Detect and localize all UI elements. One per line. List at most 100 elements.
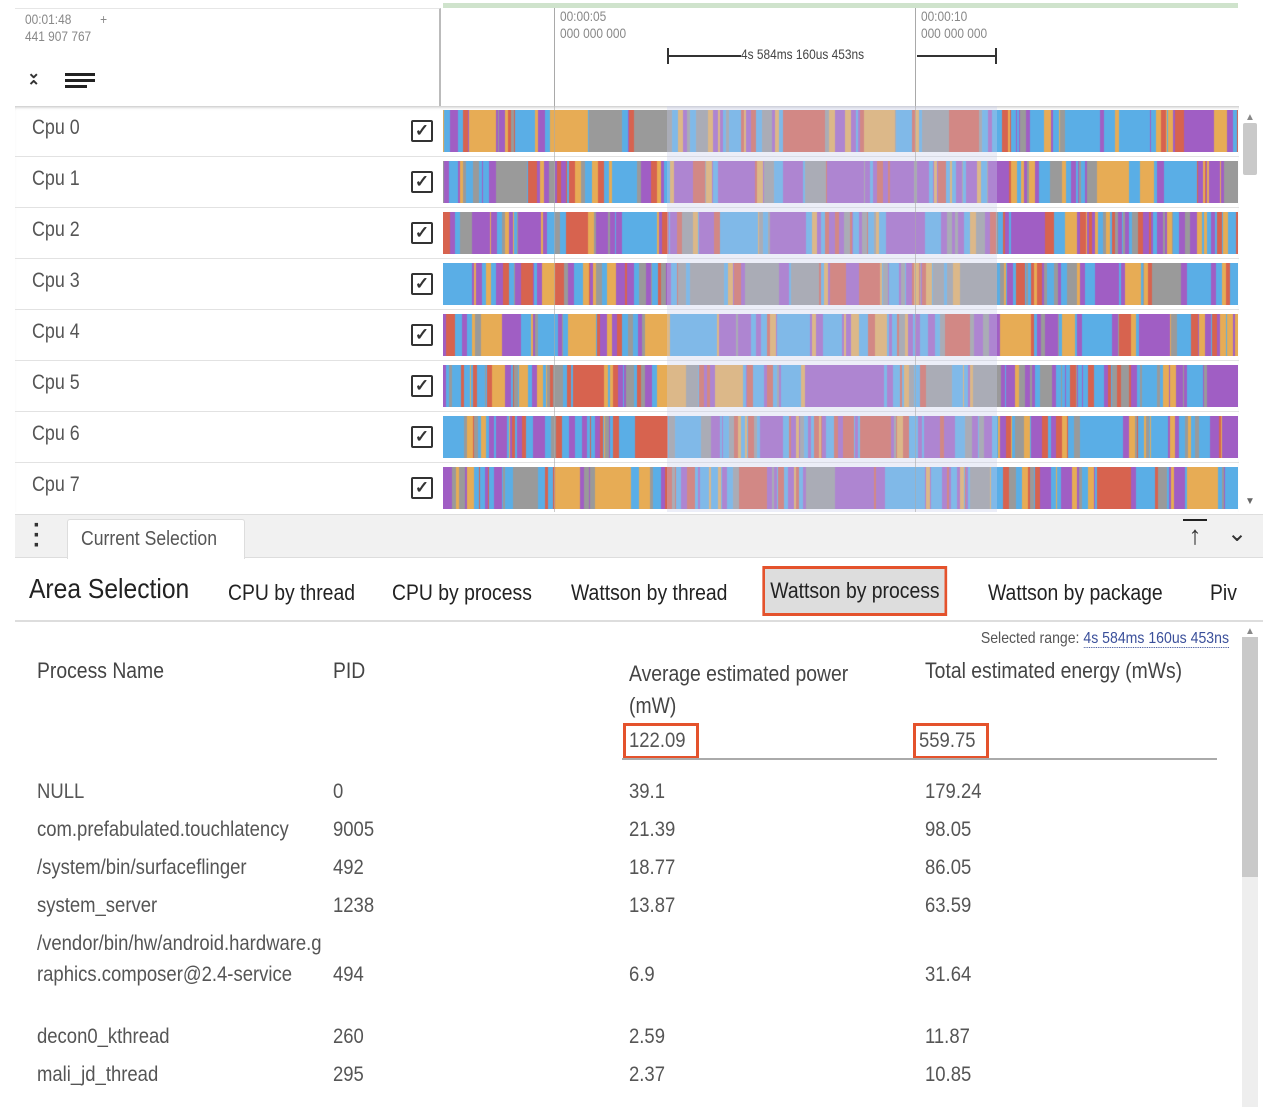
table-scrollbar[interactable]: ▲ [1241, 626, 1259, 1107]
track-label: Cpu 2 [32, 218, 80, 241]
cpu-track[interactable]: Cpu 1 ✓ [15, 157, 1239, 208]
table-row[interactable]: com.prefabulated.touchlatency 9005 21.39… [15, 814, 1225, 852]
table-row[interactable]: /system/bin/surfaceflinger 492 18.77 86.… [15, 852, 1225, 890]
cpu-slices[interactable] [443, 110, 1238, 152]
cpu-slices[interactable] [443, 416, 1238, 458]
gridline [915, 8, 916, 512]
offset-plus: + [100, 11, 108, 27]
process-name: NULL [37, 780, 85, 803]
selection-duration-marker: 4s 584ms 160us 453ns [667, 46, 997, 64]
subtab-wattson-by-thread[interactable]: Wattson by thread [571, 580, 728, 605]
total-energy: 179.24 [925, 780, 982, 803]
pid: 260 [333, 1025, 364, 1048]
time-axis: 00:00:05 000 000 000 00:00:10 000 000 000 … [443, 8, 1238, 106]
total-energy: 98.05 [925, 818, 972, 841]
process-name: mali_jd_thread [37, 1063, 159, 1086]
track-checkbox[interactable]: ✓ [411, 375, 433, 397]
average-power: 2.59 [629, 1025, 665, 1048]
pid: 1238 [333, 894, 375, 917]
table-row[interactable]: /vendor/bin/hw/android.hardware.graphics… [15, 928, 1225, 1021]
table-row[interactable]: mali_jd_thread 295 2.37 10.85 [15, 1059, 1225, 1097]
total-energy: 11.87 [925, 1025, 970, 1048]
maximize-panel-icon[interactable]: ↑ [1183, 519, 1207, 553]
track-checkbox[interactable]: ✓ [411, 120, 433, 142]
average-power: 2.37 [629, 1063, 665, 1086]
total-power: 122.09 [622, 723, 700, 759]
total-energy: 86.05 [925, 856, 972, 879]
process-name: decon0_kthread [37, 1025, 170, 1048]
tracks-scrollbar[interactable]: ▲ ▼ [1241, 112, 1259, 507]
track-checkbox[interactable]: ✓ [411, 171, 433, 193]
cpu-slices[interactable] [443, 212, 1238, 254]
cpu-track[interactable]: Cpu 3 ✓ [15, 259, 1239, 310]
track-checkbox[interactable]: ✓ [411, 222, 433, 244]
table-row[interactable]: system_server 1238 13.87 63.59 [15, 890, 1225, 928]
average-power: 13.87 [629, 894, 676, 917]
collapse-panel-icon[interactable]: ⌄ [1227, 520, 1248, 547]
gridline [554, 8, 555, 512]
tab-current-selection[interactable]: Current Selection [67, 519, 245, 559]
page-title: Area Selection [29, 573, 190, 604]
selected-range-link[interactable]: 4s 584ms 160us 453ns [1083, 630, 1229, 648]
total-energy: 559.75 [912, 723, 990, 759]
average-power: 6.9 [629, 963, 655, 986]
process-name: system_server [37, 894, 158, 917]
filter-tracks-icon[interactable] [65, 73, 95, 88]
expand-collapse-icon[interactable]: ⌄ ⌃ [27, 65, 41, 96]
cpu-slices[interactable] [443, 467, 1238, 509]
track-checkbox[interactable]: ✓ [411, 477, 433, 499]
column-header-average-power[interactable]: Average estimated power (mW) [629, 661, 849, 718]
details-table: Selected range: 4s 584ms 160us 453ns Pro… [15, 624, 1258, 1116]
timeline-header-left: 00:01:48 + 441 907 767 ⌄ ⌃ [15, 8, 441, 106]
pid: 494 [333, 963, 364, 986]
track-label: Cpu 4 [32, 320, 80, 343]
pid: 295 [333, 1063, 364, 1086]
timeline-overview[interactable] [443, 3, 1238, 8]
pid: 492 [333, 856, 364, 879]
more-menu-icon[interactable]: · · · [33, 512, 41, 559]
area-selection-tabs: Area Selection CPU by thread CPU by proce… [15, 560, 1263, 622]
process-name: /system/bin/surfaceflinger [37, 856, 247, 879]
subtab-cpu-by-thread[interactable]: CPU by thread [228, 580, 355, 605]
column-header-pid[interactable]: PID [333, 658, 366, 683]
time-offset: 00:01:48 + 441 907 767 [25, 11, 107, 45]
cpu-slices[interactable] [443, 365, 1238, 407]
column-header-total-energy[interactable]: Total estimated energy (mWs) [925, 658, 1183, 683]
process-name: com.prefabulated.touchlatency [37, 818, 289, 841]
total-energy: 10.85 [925, 1063, 972, 1086]
track-checkbox[interactable]: ✓ [411, 324, 433, 346]
track-checkbox[interactable]: ✓ [411, 426, 433, 448]
cpu-track[interactable]: Cpu 2 ✓ [15, 208, 1239, 259]
pid: 0 [333, 780, 344, 803]
track-checkbox[interactable]: ✓ [411, 273, 433, 295]
cpu-track[interactable]: Cpu 0 ✓ [15, 106, 1239, 157]
cpu-track[interactable]: Cpu 4 ✓ [15, 310, 1239, 361]
track-label: Cpu 0 [32, 116, 80, 139]
subtab-wattson-by-process[interactable]: Wattson by process [762, 566, 948, 616]
cpu-track[interactable]: Cpu 6 ✓ [15, 412, 1239, 463]
process-name: /vendor/bin/hw/android.hardware.graphics… [37, 932, 322, 986]
cpu-slices[interactable] [443, 263, 1238, 305]
table-row[interactable]: NULL 0 39.1 179.24 [15, 776, 1225, 814]
subtab-wattson-by-package[interactable]: Wattson by package [988, 580, 1163, 605]
subtab-cpu-by-process[interactable]: CPU by process [392, 580, 532, 605]
table-row[interactable]: decon0_kthread 260 2.59 11.87 [15, 1021, 1225, 1059]
track-label: Cpu 5 [32, 371, 80, 394]
average-power: 21.39 [629, 818, 676, 841]
track-label: Cpu 7 [32, 473, 80, 496]
cpu-track[interactable]: Cpu 5 ✓ [15, 361, 1239, 412]
cpu-slices[interactable] [443, 314, 1238, 356]
total-energy: 31.64 [925, 963, 972, 986]
selected-range: Selected range: 4s 584ms 160us 453ns [980, 630, 1229, 648]
cpu-tracks: Cpu 0 ✓ Cpu 1 ✓ Cpu 2 ✓ Cpu 3 ✓ Cpu 4 ✓ … [15, 106, 1239, 512]
average-power: 39.1 [629, 780, 665, 803]
track-label: Cpu 3 [32, 269, 80, 292]
column-header-process-name[interactable]: Process Name [37, 658, 164, 683]
total-energy: 63.59 [925, 894, 972, 917]
details-tab-bar: · · · Current Selection ↑ ⌄ [15, 512, 1263, 559]
offset-time: 00:01:48 [25, 11, 72, 27]
cpu-slices[interactable] [443, 161, 1238, 203]
offset-ns: 441 907 767 [25, 28, 92, 44]
cpu-track[interactable]: Cpu 7 ✓ [15, 463, 1239, 512]
subtab-piv[interactable]: Piv [1210, 580, 1237, 605]
